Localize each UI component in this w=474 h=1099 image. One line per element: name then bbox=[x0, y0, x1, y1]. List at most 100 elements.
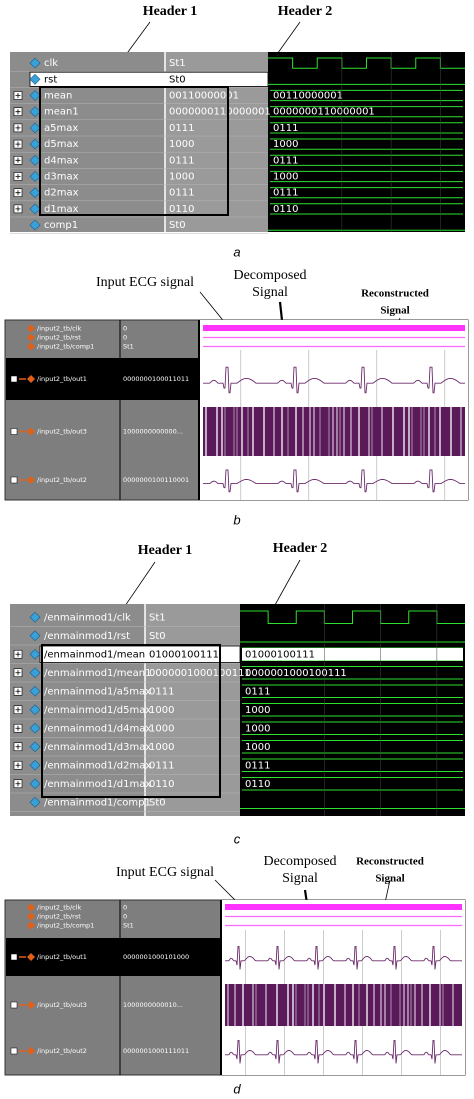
wave-value: 00110000001 bbox=[273, 91, 343, 102]
signal-icon bbox=[29, 667, 41, 679]
signal-name: /enmainmod1/rst bbox=[44, 631, 130, 642]
signal-value: 1000 bbox=[169, 139, 194, 150]
wave-value: 0000000110000001 bbox=[273, 107, 375, 118]
signal-value: 0110 bbox=[169, 204, 194, 215]
dense-wave bbox=[225, 984, 462, 1026]
bus-wave bbox=[270, 89, 463, 102]
ecg-wave bbox=[225, 1039, 462, 1064]
annotation: Reconstructed bbox=[361, 288, 429, 300]
wave-value: 0111 bbox=[245, 686, 270, 697]
signal-icon bbox=[29, 778, 41, 790]
signal-value: 0110 bbox=[149, 779, 174, 790]
signal-name: /input2_tb/out2 bbox=[37, 476, 87, 484]
signal-name: /enmainmod1/comp1 bbox=[44, 797, 151, 808]
expand-button bbox=[10, 1047, 18, 1055]
signal-name: d1max bbox=[44, 204, 79, 215]
expand-plus bbox=[15, 762, 21, 768]
signal-name: rst bbox=[44, 74, 57, 85]
bus-wave bbox=[270, 187, 463, 199]
signal-value: 0 bbox=[123, 325, 127, 333]
signal-name: /input2_tb/rst bbox=[37, 913, 81, 921]
signal-value: St0 bbox=[149, 797, 166, 808]
expand-plus bbox=[15, 744, 21, 750]
signal-name: /input2_tb/rst bbox=[37, 334, 81, 342]
clock-wave bbox=[240, 610, 465, 624]
expand-plus bbox=[15, 174, 21, 179]
clock-wave bbox=[268, 57, 465, 69]
signal-value: 00110000001 bbox=[169, 91, 239, 102]
signal-name: d4max bbox=[44, 155, 79, 166]
expand-plus bbox=[15, 190, 21, 196]
signal-value: 0111 bbox=[149, 760, 174, 771]
signal-name: /input2_tb/out1 bbox=[37, 953, 87, 961]
wave-value: 1000 bbox=[273, 139, 298, 150]
annotation: Reconstructed bbox=[356, 856, 424, 868]
signal-icon bbox=[27, 375, 35, 383]
signal-value: 0111 bbox=[169, 155, 194, 166]
signal-name: /enmainmod1/a5max bbox=[44, 686, 151, 697]
signal-icon bbox=[27, 427, 35, 436]
bus-wave bbox=[242, 703, 463, 717]
signal-value: 1000 bbox=[149, 705, 174, 716]
signal-name: /input2_tb/out3 bbox=[37, 1001, 87, 1009]
annotation: Input ECG signal bbox=[116, 865, 214, 880]
wave-value: 1000 bbox=[245, 723, 270, 734]
expand-button bbox=[10, 375, 18, 383]
signal-name: /enmainmod1/mean bbox=[44, 649, 145, 660]
panel-caption: a bbox=[233, 244, 240, 259]
ecg-wave bbox=[203, 366, 465, 394]
expand-button bbox=[10, 476, 18, 484]
annotation: Decomposed bbox=[263, 854, 336, 869]
signal-name: /input2_tb/out1 bbox=[37, 375, 87, 383]
signal-icon bbox=[29, 685, 41, 697]
signal-name: /input2_tb/comp1 bbox=[37, 343, 94, 351]
panel-caption: c bbox=[234, 831, 241, 846]
expand-plus bbox=[15, 141, 21, 147]
panel-caption: b bbox=[233, 512, 240, 527]
annotation: Header 2 bbox=[278, 4, 333, 19]
selected-row bbox=[29, 71, 269, 87]
signal-value: 01000100111 bbox=[149, 649, 219, 660]
wave-value: 0111 bbox=[245, 760, 270, 771]
annotation: Decomposed bbox=[233, 268, 306, 283]
signal-icon bbox=[27, 1047, 35, 1055]
wave-area bbox=[240, 604, 465, 816]
signal-icon bbox=[29, 57, 41, 69]
signal-value: 1000000000000... bbox=[123, 428, 183, 436]
signal-value: 0 bbox=[123, 913, 127, 921]
signal-value: St0 bbox=[149, 631, 166, 642]
signal-value: St0 bbox=[169, 220, 186, 231]
bus-wave bbox=[270, 170, 463, 183]
signal-value: 0 bbox=[123, 334, 127, 342]
expand-plus bbox=[15, 688, 21, 694]
signal-icon bbox=[27, 1001, 35, 1009]
selected-wave bbox=[242, 648, 463, 661]
bus-wave bbox=[270, 154, 463, 166]
annotation: Header 1 bbox=[138, 543, 193, 558]
panel-caption: d bbox=[233, 1081, 241, 1096]
signal-value: 0000000110000001 bbox=[169, 107, 271, 118]
expand-button bbox=[10, 428, 18, 435]
wave-value: 0111 bbox=[273, 123, 298, 134]
annotation: Input ECG signal bbox=[96, 275, 194, 290]
signal-icon bbox=[27, 333, 35, 342]
signal-value: St1 bbox=[123, 922, 134, 930]
signal-icon bbox=[29, 630, 41, 642]
expand-button bbox=[10, 1001, 18, 1009]
expand-plus bbox=[15, 206, 21, 212]
header-box bbox=[41, 644, 221, 798]
signal-name: d5max bbox=[44, 139, 79, 150]
wave-area bbox=[268, 52, 465, 232]
signal-value: 0111 bbox=[149, 686, 174, 697]
expand-plus bbox=[15, 707, 21, 713]
signal-name: /enmainmod1/d2max bbox=[44, 760, 151, 771]
signal-name: /enmainmod1/mean1 bbox=[44, 668, 152, 679]
signal-value: St0 bbox=[169, 74, 186, 85]
signal-icon bbox=[29, 611, 41, 623]
signal-icon bbox=[29, 759, 41, 771]
clock-wave bbox=[225, 904, 462, 910]
bus-wave bbox=[270, 106, 463, 118]
signal-name: /input2_tb/out3 bbox=[37, 428, 87, 436]
signal-name: mean1 bbox=[44, 107, 79, 118]
